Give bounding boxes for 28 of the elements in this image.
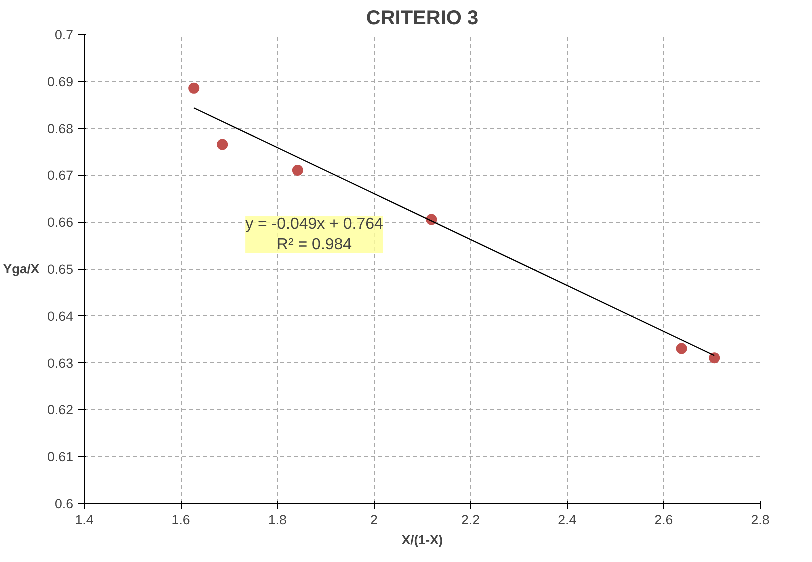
y-tick-label: 0.66 [48, 215, 74, 230]
y-tick-label: 0.6 [54, 496, 74, 512]
y-tick-label: 0.7 [54, 28, 74, 42]
y-tick-label: 0.61 [48, 450, 74, 465]
y-tick-label: 0.63 [48, 356, 74, 371]
chart-title: CRITERIO 3 [366, 8, 479, 30]
y-tick-label: 0.68 [48, 121, 74, 136]
x-tick-label: 2.2 [462, 512, 480, 528]
x-tick-label: 2.6 [654, 512, 674, 528]
point [292, 165, 304, 176]
point [676, 343, 688, 354]
x-tick-label: 2.4 [558, 512, 578, 528]
x-tick-label: 2.8 [751, 512, 770, 528]
annotation: y = -0.049x + 0.764 R² = 0.984 [246, 216, 384, 254]
y-tick-label: 0.65 [48, 262, 74, 277]
x-tick-label: 1.8 [268, 512, 287, 528]
y-tick-label: 0.69 [48, 74, 74, 90]
point [217, 139, 228, 150]
point [188, 82, 200, 94]
x-tick-label: 1.4 [75, 512, 94, 528]
x-axis-title: X/(1-X) [402, 532, 444, 548]
y-tick-label: 0.64 [48, 308, 74, 324]
y-tick-label: 0.67 [48, 168, 74, 184]
x-tick-label: 1.6 [172, 512, 190, 528]
point [709, 352, 720, 364]
x-tick-label: 2 [370, 512, 378, 528]
y-tick-label: 0.62 [48, 402, 74, 418]
y-axis-title: Yga/X [3, 262, 40, 276]
